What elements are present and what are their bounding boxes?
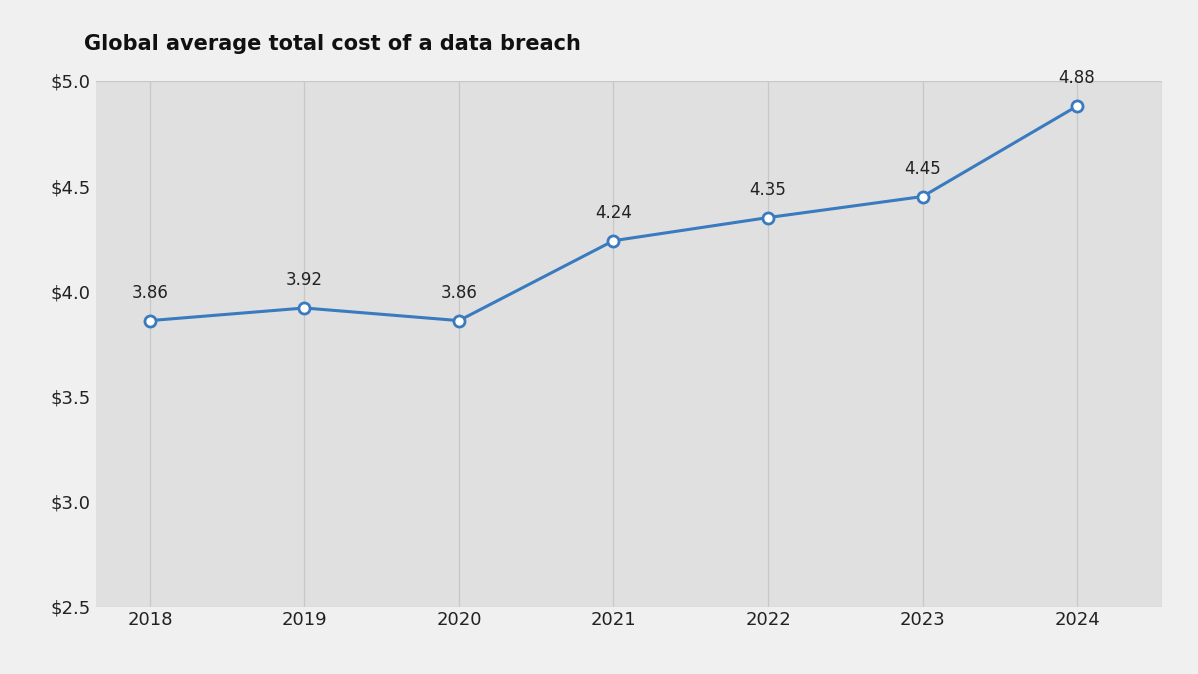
Text: 4.35: 4.35 [750,181,786,199]
Text: 4.45: 4.45 [904,160,940,178]
Text: 3.86: 3.86 [441,284,478,302]
Text: 3.86: 3.86 [132,284,169,302]
Text: 3.92: 3.92 [286,271,323,289]
Text: Global average total cost of a data breach: Global average total cost of a data brea… [84,34,581,54]
Text: 4.88: 4.88 [1059,69,1095,87]
Text: 4.24: 4.24 [595,204,631,222]
